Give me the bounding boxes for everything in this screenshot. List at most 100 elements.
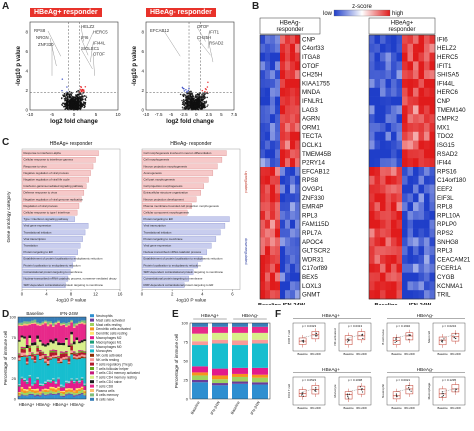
sample-bar-segment [62, 385, 66, 387]
sample-bar-segment [25, 321, 29, 324]
sample-bar-segment [83, 385, 87, 391]
sample-bar-segment [18, 397, 21, 399]
sample-bar-segment [28, 395, 32, 399]
sample-bar-segment [62, 386, 66, 388]
heatmap-cell [369, 246, 375, 256]
panel-label-b: B [252, 1, 260, 12]
volcano-point [197, 106, 199, 109]
sample-bar-segment [33, 389, 37, 391]
go-term-label: Neuron projection morphogenesis [144, 164, 188, 168]
sample-bar-segment [65, 323, 68, 326]
sample-bar-segment [70, 331, 74, 335]
heatmap-cell [413, 290, 419, 300]
y-tick-label: 2 [25, 88, 28, 93]
volcano-point [66, 101, 68, 104]
volcano-point [184, 107, 186, 110]
heatmap-cell [374, 70, 381, 80]
heatmap-cell [265, 290, 271, 300]
heatmap-cell [418, 193, 425, 203]
heatmap-gene-label-left: LAG3 [302, 107, 318, 114]
volcano-point [197, 105, 200, 107]
heatmap-cell [290, 272, 296, 282]
volcano-point [74, 108, 77, 111]
heatmap-cell [407, 281, 414, 291]
heatmap-cell [374, 175, 381, 185]
sample-bar-segment [78, 351, 81, 353]
volcano-point [194, 105, 196, 108]
heatmap-cell [280, 263, 286, 273]
heatmap-cell [280, 219, 286, 229]
volcano-point [67, 101, 69, 103]
boxplot-group-title: HBeAg- [417, 313, 434, 319]
sample-bar-segment [23, 336, 27, 339]
sample-bar-segment [67, 356, 71, 358]
heatmap-cell [285, 219, 291, 229]
go-bar [21, 229, 86, 236]
heatmap-cell [424, 263, 430, 273]
volcano-point [203, 104, 205, 107]
sample-bar-segment [62, 324, 66, 343]
sample-bar-segment [41, 345, 45, 352]
heatmap-cell [295, 272, 301, 282]
legend-swatch [90, 327, 94, 331]
heatmap-cell [385, 43, 392, 53]
legend-swatch [90, 318, 94, 322]
heatmap-gene-label-left: OVGP1 [302, 186, 324, 193]
boxplot-point [347, 397, 350, 399]
sample-bar-segment [54, 338, 58, 342]
sample-bar-segment [28, 354, 32, 356]
heatmap-cell [385, 202, 392, 212]
heatmap-cell [413, 263, 419, 273]
group-bar-segment [212, 368, 228, 376]
sample-bar-segment [49, 386, 53, 389]
paired-trend-line [442, 388, 456, 392]
sample-bar-segment [33, 383, 37, 390]
heatmap-cell [290, 149, 296, 159]
sample-bar-segment [80, 320, 84, 323]
sample-bar-segment [31, 353, 34, 355]
heatmap-cell [374, 96, 381, 106]
volcano-point [189, 95, 191, 98]
go-bar [21, 282, 66, 288]
volcano-point [74, 103, 76, 106]
heatmap-cell [369, 290, 375, 300]
legend-label: T cells follicular helper [96, 367, 129, 371]
heatmap-cell [418, 175, 425, 185]
heatmap-gene-label-left: GNMT [302, 292, 320, 299]
sample-bar-segment [57, 379, 61, 387]
heatmap-cell [380, 114, 386, 124]
heatmap-cell [385, 87, 392, 97]
go-term-label: Response to interferon-alpha [24, 151, 62, 155]
sample-bar-segment [59, 361, 63, 364]
heatmap-cell [275, 70, 281, 80]
sample-bar-segment [49, 342, 53, 351]
sample-bar-segment [54, 381, 58, 384]
gene-label: HELZ2 [81, 24, 95, 29]
heatmap-cell [270, 193, 276, 203]
sample-bar-segment [70, 393, 74, 395]
sample-bar-segment [52, 386, 55, 389]
heatmap-cell [270, 175, 276, 185]
sample-bar-segment [36, 345, 40, 347]
volcano-point [200, 95, 203, 97]
heatmap-cell [380, 202, 386, 212]
heatmap-cell [265, 61, 271, 71]
group-bar-segment [212, 339, 228, 344]
sample-bar-segment [54, 355, 58, 358]
sample-bar-segment [54, 358, 58, 382]
go-term-label: Axonogenesis [144, 171, 163, 175]
legend-label: NK cells activated [96, 354, 122, 358]
boxplot-frame [386, 376, 420, 406]
volcano-point [205, 100, 208, 102]
sample-bar-segment [62, 396, 66, 399]
heatmap-cell [295, 79, 301, 89]
group-header-left: HBeAg-responder [276, 21, 303, 34]
x-tick-label: Baseline [230, 401, 241, 416]
group-bar-segment [192, 345, 208, 367]
heatmap-cell [396, 202, 403, 212]
sample-bar-segment [80, 340, 84, 343]
heatmap-cell [429, 131, 436, 141]
heatmap-cell [380, 281, 386, 291]
sample-bar-segment [59, 353, 63, 359]
